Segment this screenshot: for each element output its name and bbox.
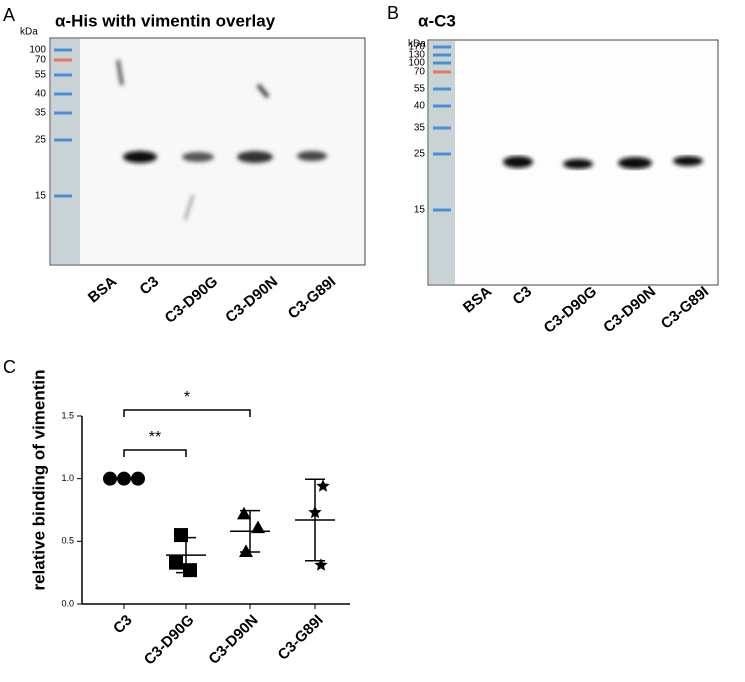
- bands: [116, 59, 327, 221]
- ladder-band: [433, 53, 451, 57]
- lane-label: C3-D90G: [162, 273, 221, 327]
- panel-letter: A: [3, 5, 15, 25]
- ladder-band: [433, 61, 451, 65]
- point: [169, 555, 183, 570]
- ladder-band: [433, 87, 451, 91]
- lane-label: C3: [509, 283, 535, 308]
- ladder-strip: [51, 39, 80, 264]
- ladder-band: [54, 194, 72, 198]
- x-tick-label: C3-D90N: [205, 612, 261, 668]
- ladder-band: [433, 152, 451, 156]
- y-axis-label: relative binding of vimentin: [29, 369, 48, 590]
- ladder-band: [54, 92, 72, 96]
- lane-label: C3-G89I: [285, 273, 339, 322]
- ladder-label: 100: [29, 45, 46, 56]
- point: [237, 506, 251, 520]
- ladder-band: [54, 73, 72, 77]
- significance-label: **: [149, 429, 161, 446]
- significance-bracket: [123, 409, 251, 417]
- bands: [503, 156, 703, 169]
- ladder-label: 100: [408, 58, 425, 69]
- ladder-label: 25: [414, 149, 426, 160]
- x-tick-label: C3: [110, 612, 136, 638]
- y-tick-label: 1.5: [61, 410, 74, 420]
- y-tick-label: 1.0: [61, 473, 74, 483]
- ladder-label: 15: [414, 205, 426, 216]
- ladder-band: [54, 48, 72, 52]
- ladder-label: 25: [35, 135, 47, 146]
- point: [316, 479, 330, 492]
- ladder-label: 70: [35, 55, 47, 66]
- ladder-band: [433, 126, 451, 130]
- lane-label: C3-D90N: [600, 283, 659, 336]
- ladder-label: 55: [414, 84, 426, 95]
- significance-bracket: [123, 449, 187, 457]
- ladder-label: 40: [35, 89, 47, 100]
- ladder-band: [54, 138, 72, 142]
- panel-letter: C: [3, 357, 16, 377]
- unit-label: kDa: [408, 39, 426, 50]
- ladder-strip: [429, 41, 455, 284]
- x-tick-label: C3-G89I: [275, 612, 327, 664]
- lane-label: BSA: [460, 283, 495, 316]
- ladder-label: 70: [414, 67, 426, 78]
- panel-title: α-C3: [418, 11, 456, 30]
- point: [251, 520, 265, 534]
- lane-label: BSA: [85, 273, 120, 306]
- ladder-label: 130: [408, 50, 425, 61]
- point: [183, 563, 197, 578]
- ladder-band: [54, 58, 72, 62]
- ladder-label: 40: [414, 101, 426, 112]
- point: [314, 558, 328, 571]
- lane-label: C3: [136, 273, 162, 298]
- lane-label: C3-G89I: [658, 283, 712, 332]
- panel-letter: B: [387, 3, 399, 23]
- panel-title: α-His with vimentin overlay: [55, 11, 276, 30]
- x-tick-label: C3-D90G: [141, 612, 198, 669]
- ladder-band: [433, 45, 451, 49]
- ladder-band: [433, 70, 451, 74]
- ladder-label: 170: [408, 42, 425, 53]
- ladder-label: 35: [35, 108, 47, 119]
- lane-label: C3-D90G: [541, 283, 600, 337]
- ladder-band: [54, 111, 72, 115]
- unit-label: kDa: [20, 27, 38, 38]
- point: [239, 544, 253, 557]
- ladder-band: [433, 104, 451, 108]
- ladder-label: 55: [35, 70, 47, 81]
- ladder-band: [433, 208, 451, 212]
- y-tick-label: 0.0: [61, 598, 74, 608]
- significance-label: *: [184, 389, 190, 406]
- ladder-label: 35: [414, 123, 426, 134]
- point: [174, 528, 188, 543]
- ladder-label: 15: [35, 191, 47, 202]
- y-tick-label: 0.5: [61, 536, 74, 546]
- lane-label: C3-D90N: [222, 273, 281, 326]
